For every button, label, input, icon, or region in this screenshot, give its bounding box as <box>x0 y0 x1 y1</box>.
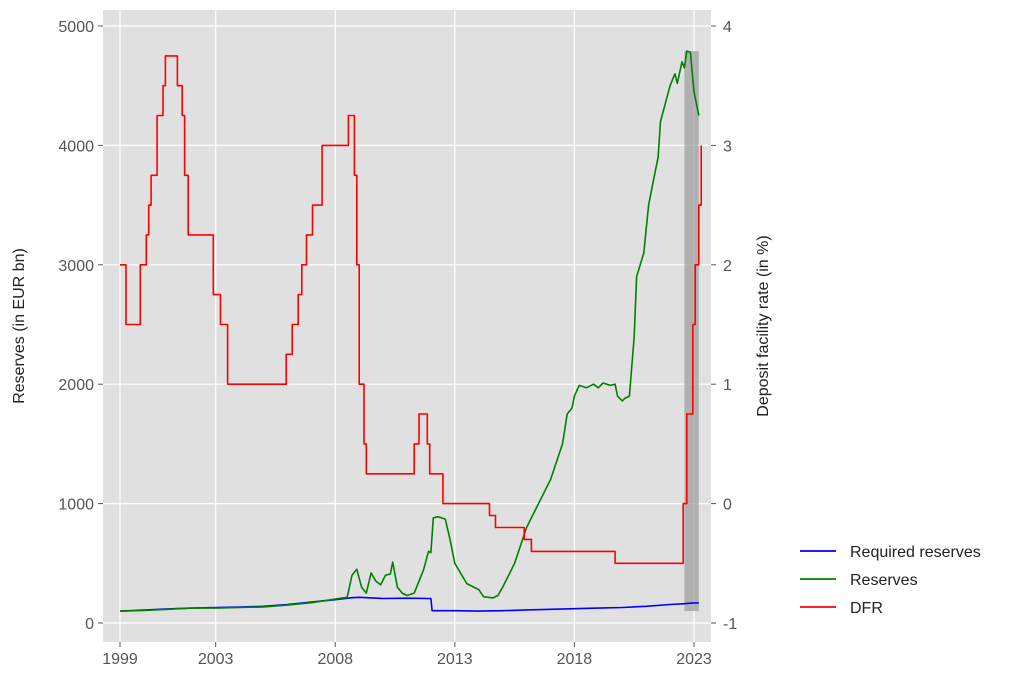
y-tick-label-left: 5000 <box>58 19 94 36</box>
series-line-dfr <box>120 55 702 565</box>
y-axis-title-left: Reserves (in EUR bn) <box>11 248 28 404</box>
series-line-reserves <box>119 50 700 612</box>
x-tick-label: 2013 <box>437 651 473 668</box>
legend-label-required-reserves: Required reserves <box>850 544 981 561</box>
shaded-region <box>684 51 699 612</box>
axes-layer: 1999 2003 2008 2013 2018 20230100020003000400… <box>58 19 737 668</box>
y-tick-label-right: 4 <box>723 19 732 36</box>
y-tick-label-right: 0 <box>723 497 732 514</box>
x-tick-label: 2018 <box>557 651 593 668</box>
y-tick-label-right: -1 <box>723 616 737 633</box>
y-tick-label-left: 3000 <box>58 258 94 275</box>
y-tick-label-left: 2000 <box>58 377 94 394</box>
x-tick-label: 2008 <box>317 651 353 668</box>
y-axis-title-right: Deposit facility rate (in %) <box>755 235 772 416</box>
series-layer <box>119 50 702 612</box>
y-tick-label-right: 2 <box>723 258 732 275</box>
y-tick-label-right: 3 <box>723 138 732 155</box>
legend: Required reserves Reserves DFR <box>800 544 981 617</box>
y-tick-label-right: 1 <box>723 377 732 394</box>
shaded-region-layer <box>684 51 699 612</box>
y-tick-label-left: 1000 <box>58 497 94 514</box>
legend-label-dfr: DFR <box>850 600 883 617</box>
legend-label-reserves: Reserves <box>850 572 918 589</box>
x-tick-label: 2003 <box>198 651 234 668</box>
x-tick-label: 1999 <box>102 651 138 668</box>
y-tick-label-left: 4000 <box>58 138 94 155</box>
y-tick-label-left: 0 <box>85 616 94 633</box>
x-tick-label: 2023 <box>676 651 712 668</box>
plot-panel <box>103 10 711 642</box>
